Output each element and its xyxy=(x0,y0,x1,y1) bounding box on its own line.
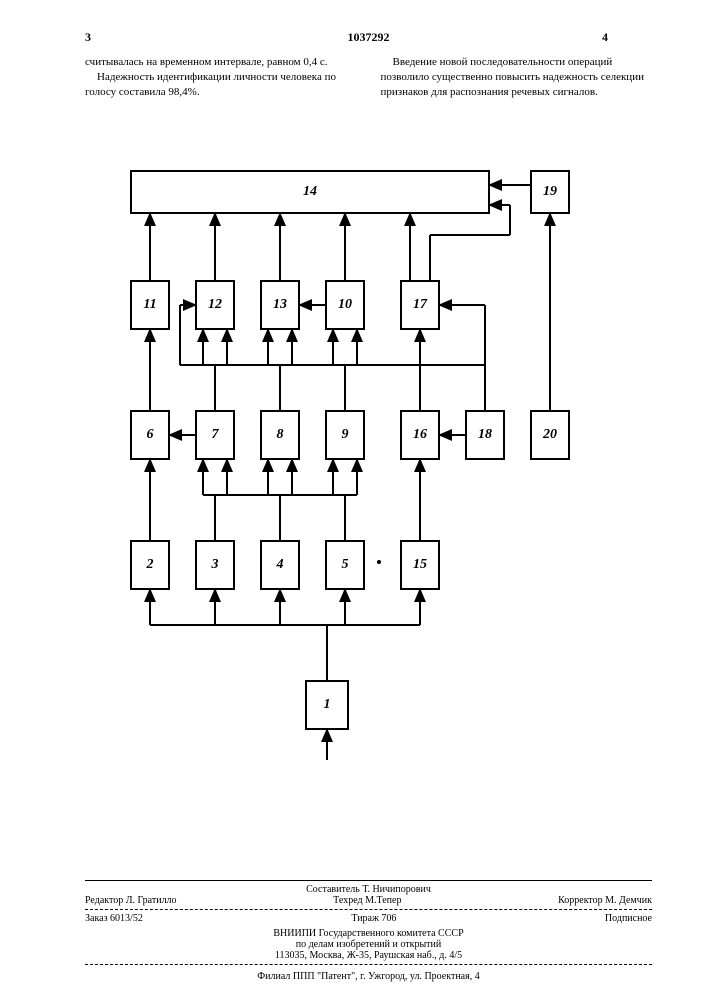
block-label: 18 xyxy=(478,427,492,443)
block-3: 3 xyxy=(195,540,235,590)
block-label: 17 xyxy=(413,297,427,313)
order-number: Заказ 6013/52 xyxy=(85,913,143,924)
corrector: Корректор М. Демчик xyxy=(558,895,652,906)
imprint-footer: Составитель Т. Ничипорович Редактор Л. Г… xyxy=(85,877,652,982)
block-label: 15 xyxy=(413,557,427,573)
block-label: 19 xyxy=(543,184,557,200)
block-label: 10 xyxy=(338,297,352,313)
block-12: 12 xyxy=(195,280,235,330)
block-7: 7 xyxy=(195,410,235,460)
body-text: считывалась на временном интервале, равн… xyxy=(85,55,652,100)
page-header: 3 1037292 4 xyxy=(85,30,652,45)
branch: Филиал ППП "Патент", г. Ужгород, ул. Про… xyxy=(85,971,652,982)
block-label: 3 xyxy=(212,557,219,573)
block-label: 9 xyxy=(342,427,349,443)
document-number: 1037292 xyxy=(135,30,602,45)
block-4: 4 xyxy=(260,540,300,590)
block-2: 2 xyxy=(130,540,170,590)
column-left: считывалась на временном интервале, равн… xyxy=(85,55,357,100)
editor: Редактор Л. Гратилло xyxy=(85,895,177,906)
block-label: 1 xyxy=(324,697,331,713)
block-label: 2 xyxy=(147,557,154,573)
block-diagram: 1 2 3 4 5 15 6 7 8 9 16 18 20 11 12 13 1… xyxy=(95,120,625,760)
block-13: 13 xyxy=(260,280,300,330)
block-17: 17 xyxy=(400,280,440,330)
column-right: Введение новой последовательности операц… xyxy=(381,55,653,100)
block-10: 10 xyxy=(325,280,365,330)
address: 113035, Москва, Ж-35, Раушская наб., д. … xyxy=(85,950,652,961)
block-14: 14 xyxy=(130,170,490,214)
block-15: 15 xyxy=(400,540,440,590)
block-label: 4 xyxy=(277,557,284,573)
technical-editor: Техред М.Тепер xyxy=(333,895,401,906)
block-label: 11 xyxy=(143,297,156,313)
subscription: Подписное xyxy=(605,913,652,924)
block-1: 1 xyxy=(305,680,349,730)
block-label: 14 xyxy=(303,184,317,200)
paragraph: Введение новой последовательности операц… xyxy=(381,55,653,100)
block-label: 20 xyxy=(543,427,557,443)
block-16: 16 xyxy=(400,410,440,460)
organization: ВНИИПИ Государственного комитета СССР xyxy=(85,928,652,939)
block-9: 9 xyxy=(325,410,365,460)
block-20: 20 xyxy=(530,410,570,460)
paragraph: считывалась на временном интервале, равн… xyxy=(85,55,357,70)
block-label: 13 xyxy=(273,297,287,313)
block-8: 8 xyxy=(260,410,300,460)
block-label: 12 xyxy=(208,297,222,313)
organization: по делам изобретений и открытий xyxy=(85,939,652,950)
block-label: 6 xyxy=(147,427,154,443)
block-label: 5 xyxy=(342,557,349,573)
print-run: Тираж 706 xyxy=(351,913,396,924)
block-19: 19 xyxy=(530,170,570,214)
dot-icon xyxy=(377,560,381,564)
paragraph: Надежность идентификации личности челове… xyxy=(85,70,357,100)
block-11: 11 xyxy=(130,280,170,330)
block-label: 7 xyxy=(212,427,219,443)
block-5: 5 xyxy=(325,540,365,590)
block-6: 6 xyxy=(130,410,170,460)
compiler: Составитель Т. Ничипорович xyxy=(85,884,652,895)
page-number-left: 3 xyxy=(85,30,135,45)
block-18: 18 xyxy=(465,410,505,460)
page-number-right: 4 xyxy=(602,30,652,45)
block-label: 16 xyxy=(413,427,427,443)
block-label: 8 xyxy=(277,427,284,443)
